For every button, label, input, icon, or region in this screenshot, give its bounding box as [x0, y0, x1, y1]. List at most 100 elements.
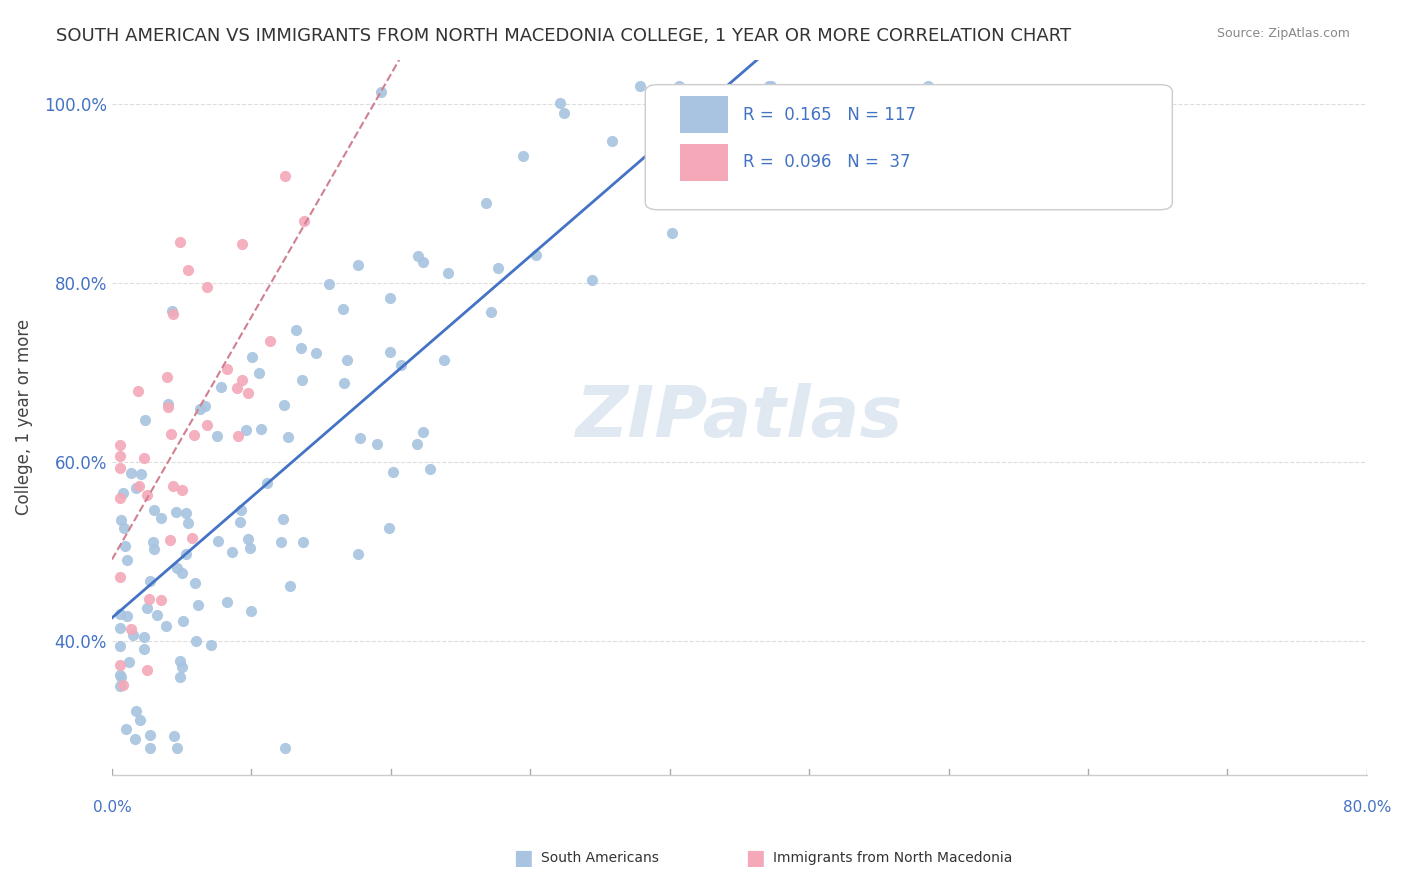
- FancyBboxPatch shape: [681, 96, 728, 133]
- Point: [172, 566, 194, 580]
- Point: [160, 427, 183, 442]
- Point: [120, 622, 142, 636]
- Point: [277, 430, 299, 444]
- Point: [115, 722, 138, 736]
- Point: [486, 261, 509, 276]
- Point: [380, 344, 402, 359]
- Point: [273, 398, 295, 412]
- Point: [406, 437, 429, 451]
- Text: R =  0.165   N = 117: R = 0.165 N = 117: [744, 105, 917, 124]
- Point: [284, 323, 307, 337]
- Point: [274, 169, 297, 183]
- Point: [381, 465, 404, 479]
- Point: [169, 235, 191, 249]
- Point: [165, 504, 187, 518]
- Point: [108, 679, 131, 693]
- Point: [735, 114, 758, 128]
- Point: [177, 262, 200, 277]
- Point: [108, 668, 131, 682]
- Point: [174, 547, 197, 561]
- Point: [187, 598, 209, 612]
- Point: [412, 255, 434, 269]
- Text: South Americans: South Americans: [541, 851, 659, 865]
- Point: [290, 341, 312, 355]
- Point: [134, 450, 156, 465]
- Point: [270, 534, 292, 549]
- Point: [108, 461, 131, 475]
- Point: [108, 438, 131, 452]
- Point: [346, 258, 368, 272]
- Point: [169, 669, 191, 683]
- Point: [761, 79, 783, 94]
- Point: [475, 195, 498, 210]
- Point: [162, 479, 184, 493]
- Point: [155, 370, 177, 384]
- Point: [292, 534, 315, 549]
- Point: [758, 79, 780, 94]
- Point: [247, 366, 270, 380]
- Point: [305, 345, 328, 359]
- Point: [259, 334, 281, 348]
- Point: [378, 291, 401, 305]
- Point: [160, 304, 183, 318]
- Point: [236, 386, 259, 401]
- Point: [347, 547, 370, 561]
- Point: [125, 705, 148, 719]
- Point: [412, 425, 434, 440]
- Point: [378, 521, 401, 535]
- Point: [176, 516, 198, 530]
- FancyBboxPatch shape: [681, 144, 728, 181]
- Point: [146, 608, 169, 623]
- Point: [194, 399, 217, 413]
- Point: [628, 79, 651, 94]
- Point: [162, 307, 184, 321]
- Point: [132, 642, 155, 657]
- Point: [661, 226, 683, 240]
- Point: [366, 436, 388, 450]
- Point: [553, 105, 575, 120]
- Point: [170, 483, 193, 498]
- Point: [240, 604, 263, 618]
- Point: [184, 576, 207, 591]
- Point: [278, 579, 301, 593]
- Point: [225, 382, 247, 396]
- Text: SOUTH AMERICAN VS IMMIGRANTS FROM NORTH MACEDONIA COLLEGE, 1 YEAR OR MORE CORREL: SOUTH AMERICAN VS IMMIGRANTS FROM NORTH …: [56, 27, 1071, 45]
- Point: [112, 520, 135, 534]
- FancyBboxPatch shape: [645, 85, 1173, 210]
- Point: [221, 545, 243, 559]
- Point: [391, 358, 413, 372]
- Point: [110, 670, 132, 684]
- Text: ■: ■: [745, 848, 765, 868]
- Point: [524, 248, 547, 262]
- Point: [408, 249, 430, 263]
- Point: [240, 350, 263, 364]
- Point: [235, 423, 257, 437]
- Point: [273, 512, 295, 526]
- Point: [139, 574, 162, 589]
- Point: [139, 740, 162, 755]
- Point: [236, 532, 259, 546]
- Point: [166, 560, 188, 574]
- Point: [512, 149, 534, 163]
- Text: R =  0.096   N =  37: R = 0.096 N = 37: [744, 153, 911, 171]
- Point: [332, 376, 354, 391]
- Text: 0.0%: 0.0%: [93, 799, 131, 814]
- Point: [108, 621, 131, 635]
- Point: [349, 431, 371, 445]
- Point: [127, 384, 149, 399]
- Point: [129, 713, 152, 727]
- Point: [292, 214, 315, 228]
- Point: [370, 85, 392, 99]
- Point: [195, 280, 218, 294]
- Text: Immigrants from North Macedonia: Immigrants from North Macedonia: [773, 851, 1012, 865]
- Point: [169, 654, 191, 668]
- Point: [149, 510, 172, 524]
- Point: [128, 479, 150, 493]
- Point: [159, 533, 181, 548]
- Point: [138, 591, 160, 606]
- Point: [239, 541, 262, 556]
- Text: ZIPatlas: ZIPatlas: [575, 383, 903, 451]
- Point: [336, 352, 359, 367]
- Point: [129, 467, 152, 481]
- Point: [195, 418, 218, 433]
